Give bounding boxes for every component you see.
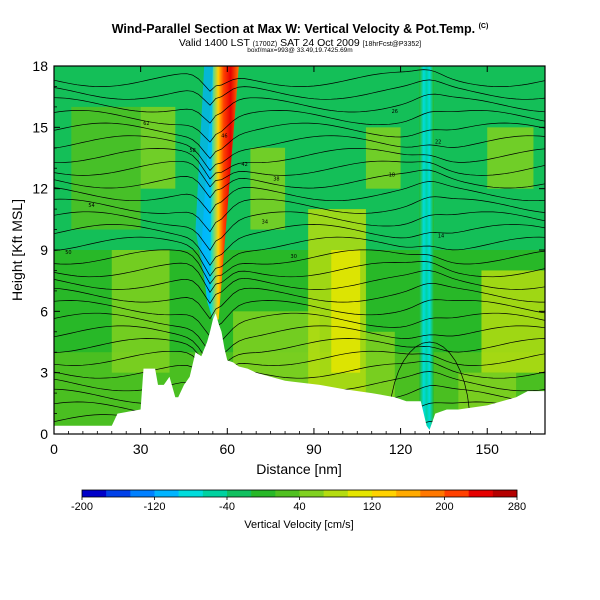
y-axis-title: Height [Kft MSL] [9,199,25,301]
field-patch [365,127,401,189]
colorbar-swatch [227,490,252,497]
isentrope-line [54,282,545,320]
contour-label: 14 [438,234,444,240]
isentrope-line [54,160,545,188]
colorbar-swatch [347,490,373,497]
y-tick-label: 0 [40,426,48,442]
chart-title: Wind-Parallel Section at Max W: Vertical… [111,22,489,36]
colorbar-tick-label: 200 [435,501,453,513]
isentrope-line [54,181,545,214]
colorbar-swatch [492,490,518,497]
contour-label: 34 [262,219,268,225]
y-tick-label: 15 [32,119,48,135]
isentrope-line [54,110,545,143]
isentrope-line [54,211,545,251]
contour-label: 38 [273,176,279,182]
isentrope-line [54,312,545,354]
colorbar-swatch [468,490,494,497]
colorbar-tick-label: 40 [293,501,305,513]
colorbar-swatch [275,490,300,497]
y-tick-label: 9 [40,242,48,258]
isentrope-line [54,122,545,160]
colorbar-tick-label: -200 [71,501,93,513]
isentrope-contours: 62 58 54 50 46 42 38 34 30 26 22 18 14 [54,69,545,434]
updraft-stripe [419,66,434,434]
forecast-tag: [18hrFcst@P3352] [362,41,422,48]
contour-label: 50 [65,250,71,256]
colorbar-swatch [420,490,445,497]
isentrope-line [54,350,545,380]
isentrope-line [54,69,545,92]
colorbar-swatch [323,490,349,497]
colorbar-swatch [372,490,397,497]
colorbar-tick-label: -40 [219,501,235,513]
colorbar-swatch [82,490,107,497]
colorbar-swatch [396,490,421,497]
axes: 0 30 60 90 120 150 0 3 6 9 12 15 18 [32,58,546,457]
isentrope-line [54,299,545,338]
colorbar-swatch [130,490,155,497]
x-tick-label: 30 [133,441,149,457]
colorbar-swatch [202,490,228,497]
contour-label: 18 [389,172,395,178]
isentrope-line [54,338,545,374]
y-tick-label: 18 [32,58,48,74]
terrain-mask [54,313,545,434]
isentrope-line [54,93,545,124]
contour-label: 46 [221,134,227,140]
isentrope-line [54,79,545,106]
title-suffix: (C) [478,22,489,30]
isentrope-line [54,224,545,266]
colorbar-swatch [299,490,324,497]
colorbar-swatch [106,490,131,497]
isentrope-line [54,135,545,172]
colorbar-tick-label: 280 [508,501,526,513]
valid-utc: (1700Z) [252,41,278,48]
isentrope-arch [388,341,471,424]
colorbar-tick-label: -120 [143,501,165,513]
isentrope-line [54,270,545,304]
x-tick-label: 0 [50,441,58,457]
x-tick-label: 120 [389,441,413,457]
valid-time-line: Valid 1400 LST (1700Z) SAT 24 Oct 2009 [… [178,37,422,49]
isentrope-line [54,360,545,389]
x-axis-title: Distance [nm] [256,461,342,477]
contour-label: 26 [392,109,398,115]
field-patch [481,270,545,373]
colorbar-swatch [444,490,469,497]
x-tick-label: 60 [220,441,236,457]
y-tick-label: 3 [40,365,48,381]
contour-label: 54 [88,203,94,209]
field-patch [111,250,170,373]
colorbar-tick-label: 120 [363,501,381,513]
colorbar-swatch [251,490,276,497]
subline: boxf/max=993@ 33.49,19.7425.69m [247,47,353,54]
isentrope-line [54,236,545,277]
contour-label: 58 [189,148,195,154]
isentrope-line [54,169,545,199]
isentrope-line [54,196,545,233]
colorbar-swatch [154,490,179,497]
isentrope-line [54,249,545,285]
field-patch [71,106,141,230]
contour-label: 62 [143,121,149,127]
colorbar-title: Vertical Velocity [cm/s] [244,519,353,531]
y-tick-label: 6 [40,303,48,319]
contour-label: 30 [291,254,297,260]
colorbar-swatch [178,490,204,497]
colorbar: -200 -120 -40 40 120 200 280 [71,489,526,513]
x-tick-label: 90 [306,441,322,457]
isentrope-line [54,325,545,366]
x-tick-label: 150 [476,441,500,457]
field-patch [140,106,176,189]
velocity-field [54,66,545,434]
y-tick-label: 12 [32,181,48,197]
isentrope-line [54,148,545,180]
field-patch [250,147,286,230]
contour-label: 42 [241,162,247,168]
isentrope-line [54,261,545,293]
contour-label: 22 [435,140,441,146]
